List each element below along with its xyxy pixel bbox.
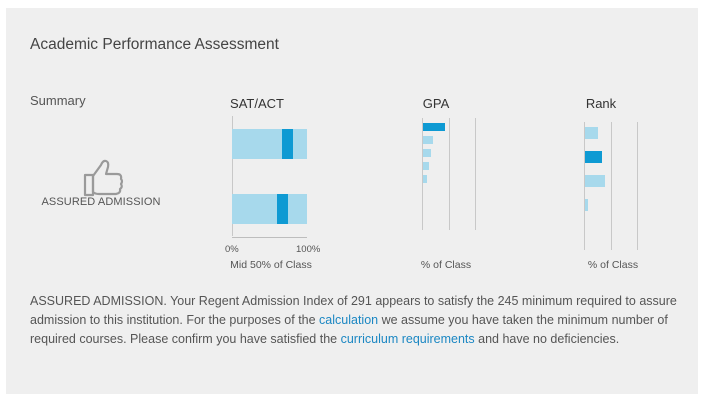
explanation-text-2: we assume you have taken the minimum num… (30, 313, 668, 346)
sat-act-xlabel: Mid 50% of Class (230, 259, 312, 271)
gpa-bar-1 (423, 136, 434, 144)
thumbs-up-icon (81, 156, 127, 200)
calculation-link[interactable]: calculation (319, 313, 379, 327)
rank-grid-50 (610, 122, 612, 250)
gpa-axis-zero (422, 118, 423, 230)
assessment-card: Academic Performance Assessment Summary … (6, 8, 698, 394)
sat-act-mid-sat (281, 129, 293, 159)
admission-explanation: ASSURED ADMISSION. Your Regent Admission… (30, 292, 680, 349)
admission-status: ASSURED ADMISSION (41, 196, 161, 208)
summary-label: Summary (30, 93, 86, 108)
rank-title: Rank (585, 96, 617, 111)
rank-xlabel: % of Class (587, 259, 639, 271)
explanation-text-3: and have no deficiencies. (474, 332, 620, 346)
rank-grid-100 (637, 122, 638, 250)
sat-act-bar-sat (232, 129, 307, 159)
rank-bar-1 (585, 151, 602, 163)
sat-axis-bottom (232, 237, 307, 238)
gpa-bar-4 (423, 175, 427, 183)
rank-bar-2 (585, 175, 606, 187)
card-title: Academic Performance Assessment (30, 36, 279, 53)
gpa-bar-2 (423, 149, 431, 157)
gpa-title: GPA (422, 96, 450, 111)
gpa-grid-100 (475, 118, 476, 230)
rank-axis-zero (584, 122, 585, 250)
rank-bar-3 (585, 199, 589, 211)
gpa-bar-0 (423, 123, 446, 131)
sat-act-bar-act (232, 194, 307, 224)
sat-act-title: SAT/ACT (230, 96, 284, 111)
sat-axis-zero (232, 116, 233, 236)
sat-tick-0: 0% (225, 244, 239, 255)
gpa-bar-3 (423, 162, 429, 170)
rank-bar-0 (585, 127, 598, 139)
sat-tick-100: 100% (296, 244, 321, 255)
curriculum-requirements-link[interactable]: curriculum requirements (340, 332, 475, 346)
gpa-grid-50 (448, 118, 450, 230)
sat-act-mid-act (277, 194, 289, 224)
explanation-text-1: ASSURED ADMISSION. Your Regent Admission… (30, 294, 677, 327)
gpa-xlabel: % of Class (420, 259, 472, 271)
